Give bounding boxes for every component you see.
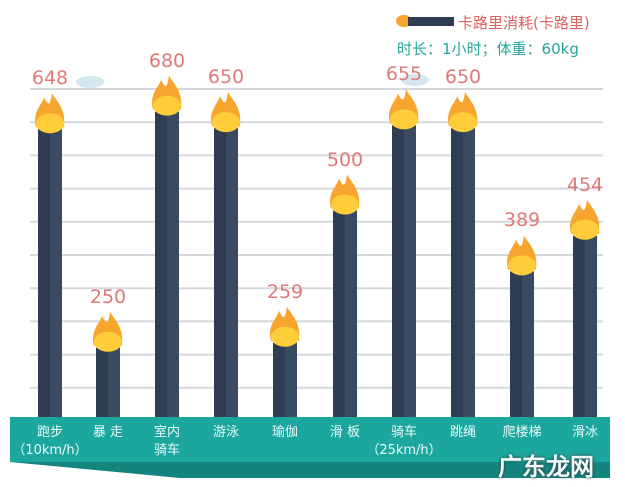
category-label-line: 滑冰: [571, 425, 598, 440]
cloud-icon: [401, 74, 429, 86]
category-label: 跑步 （10km/h）: [5, 424, 95, 460]
flame-core: [571, 219, 599, 240]
category-label-line: 滑 板: [329, 425, 361, 440]
category-label: 爬楼梯: [477, 424, 567, 442]
data-label: 680: [148, 49, 186, 72]
category-label-line: 室内: [153, 425, 180, 440]
category-label: 滑 板: [300, 424, 390, 442]
data-label: 454: [566, 173, 604, 196]
flame-core: [212, 112, 240, 133]
flame-core: [153, 95, 181, 116]
flame-core: [94, 331, 122, 352]
flame-core: [271, 326, 299, 347]
data-label: 500: [326, 148, 364, 171]
bar-highlight: [585, 235, 597, 417]
legend-series-name: 卡路里消耗(卡路里): [458, 14, 590, 32]
category-label-line: （25km/h）: [366, 443, 442, 458]
category-label: 室内 骑车: [122, 424, 212, 460]
bar-highlight: [522, 271, 534, 417]
category-label: 瑜伽: [240, 424, 330, 442]
watermark: 广东龙网: [498, 453, 594, 481]
flame-core: [508, 255, 536, 276]
category-label: 骑车 （25km/h）: [359, 424, 449, 460]
bar-highlight: [226, 128, 238, 417]
category-label-line: （10km/h）: [12, 443, 88, 458]
data-label: 648: [31, 67, 69, 90]
flame-core: [390, 109, 418, 130]
data-label: 650: [207, 66, 245, 89]
bar-highlight: [108, 347, 120, 417]
bar-highlight: [404, 125, 416, 417]
cloud-icon: [76, 76, 104, 88]
bar-highlight: [50, 129, 62, 418]
category-label-line: 跑步: [36, 425, 63, 440]
bar-highlight: [167, 111, 179, 418]
data-label: 389: [503, 209, 541, 232]
category-band: [10, 417, 610, 462]
data-label: 259: [266, 280, 304, 303]
legend-subtitle: 时长：1小时；体重：60kg: [397, 40, 579, 58]
category-label-line: 暴 走: [92, 425, 124, 440]
category-label: 滑冰: [540, 424, 625, 442]
category-label-line: 游泳: [212, 425, 239, 440]
data-label: 655: [385, 63, 423, 86]
data-label: 250: [89, 285, 127, 308]
bar-highlight: [345, 210, 357, 417]
flame-core: [331, 194, 359, 215]
flame-core: [449, 112, 477, 133]
category-label: 游泳: [181, 424, 271, 442]
category-label: 暴 走: [63, 424, 153, 442]
category-label-line: 骑车: [153, 443, 180, 458]
category-label-line: 骑车: [390, 425, 417, 440]
flame-core: [36, 113, 64, 134]
category-label-line: 爬楼梯: [502, 425, 542, 440]
category-label: 跳绳: [418, 424, 508, 442]
data-label: 650: [444, 66, 482, 89]
bar-highlight: [285, 342, 297, 417]
band-shadow: [10, 460, 610, 478]
legend-swatch: [408, 17, 454, 26]
category-label-line: 跳绳: [449, 425, 476, 440]
category-label-line: 瑜伽: [271, 425, 298, 440]
bar-highlight: [463, 128, 475, 417]
